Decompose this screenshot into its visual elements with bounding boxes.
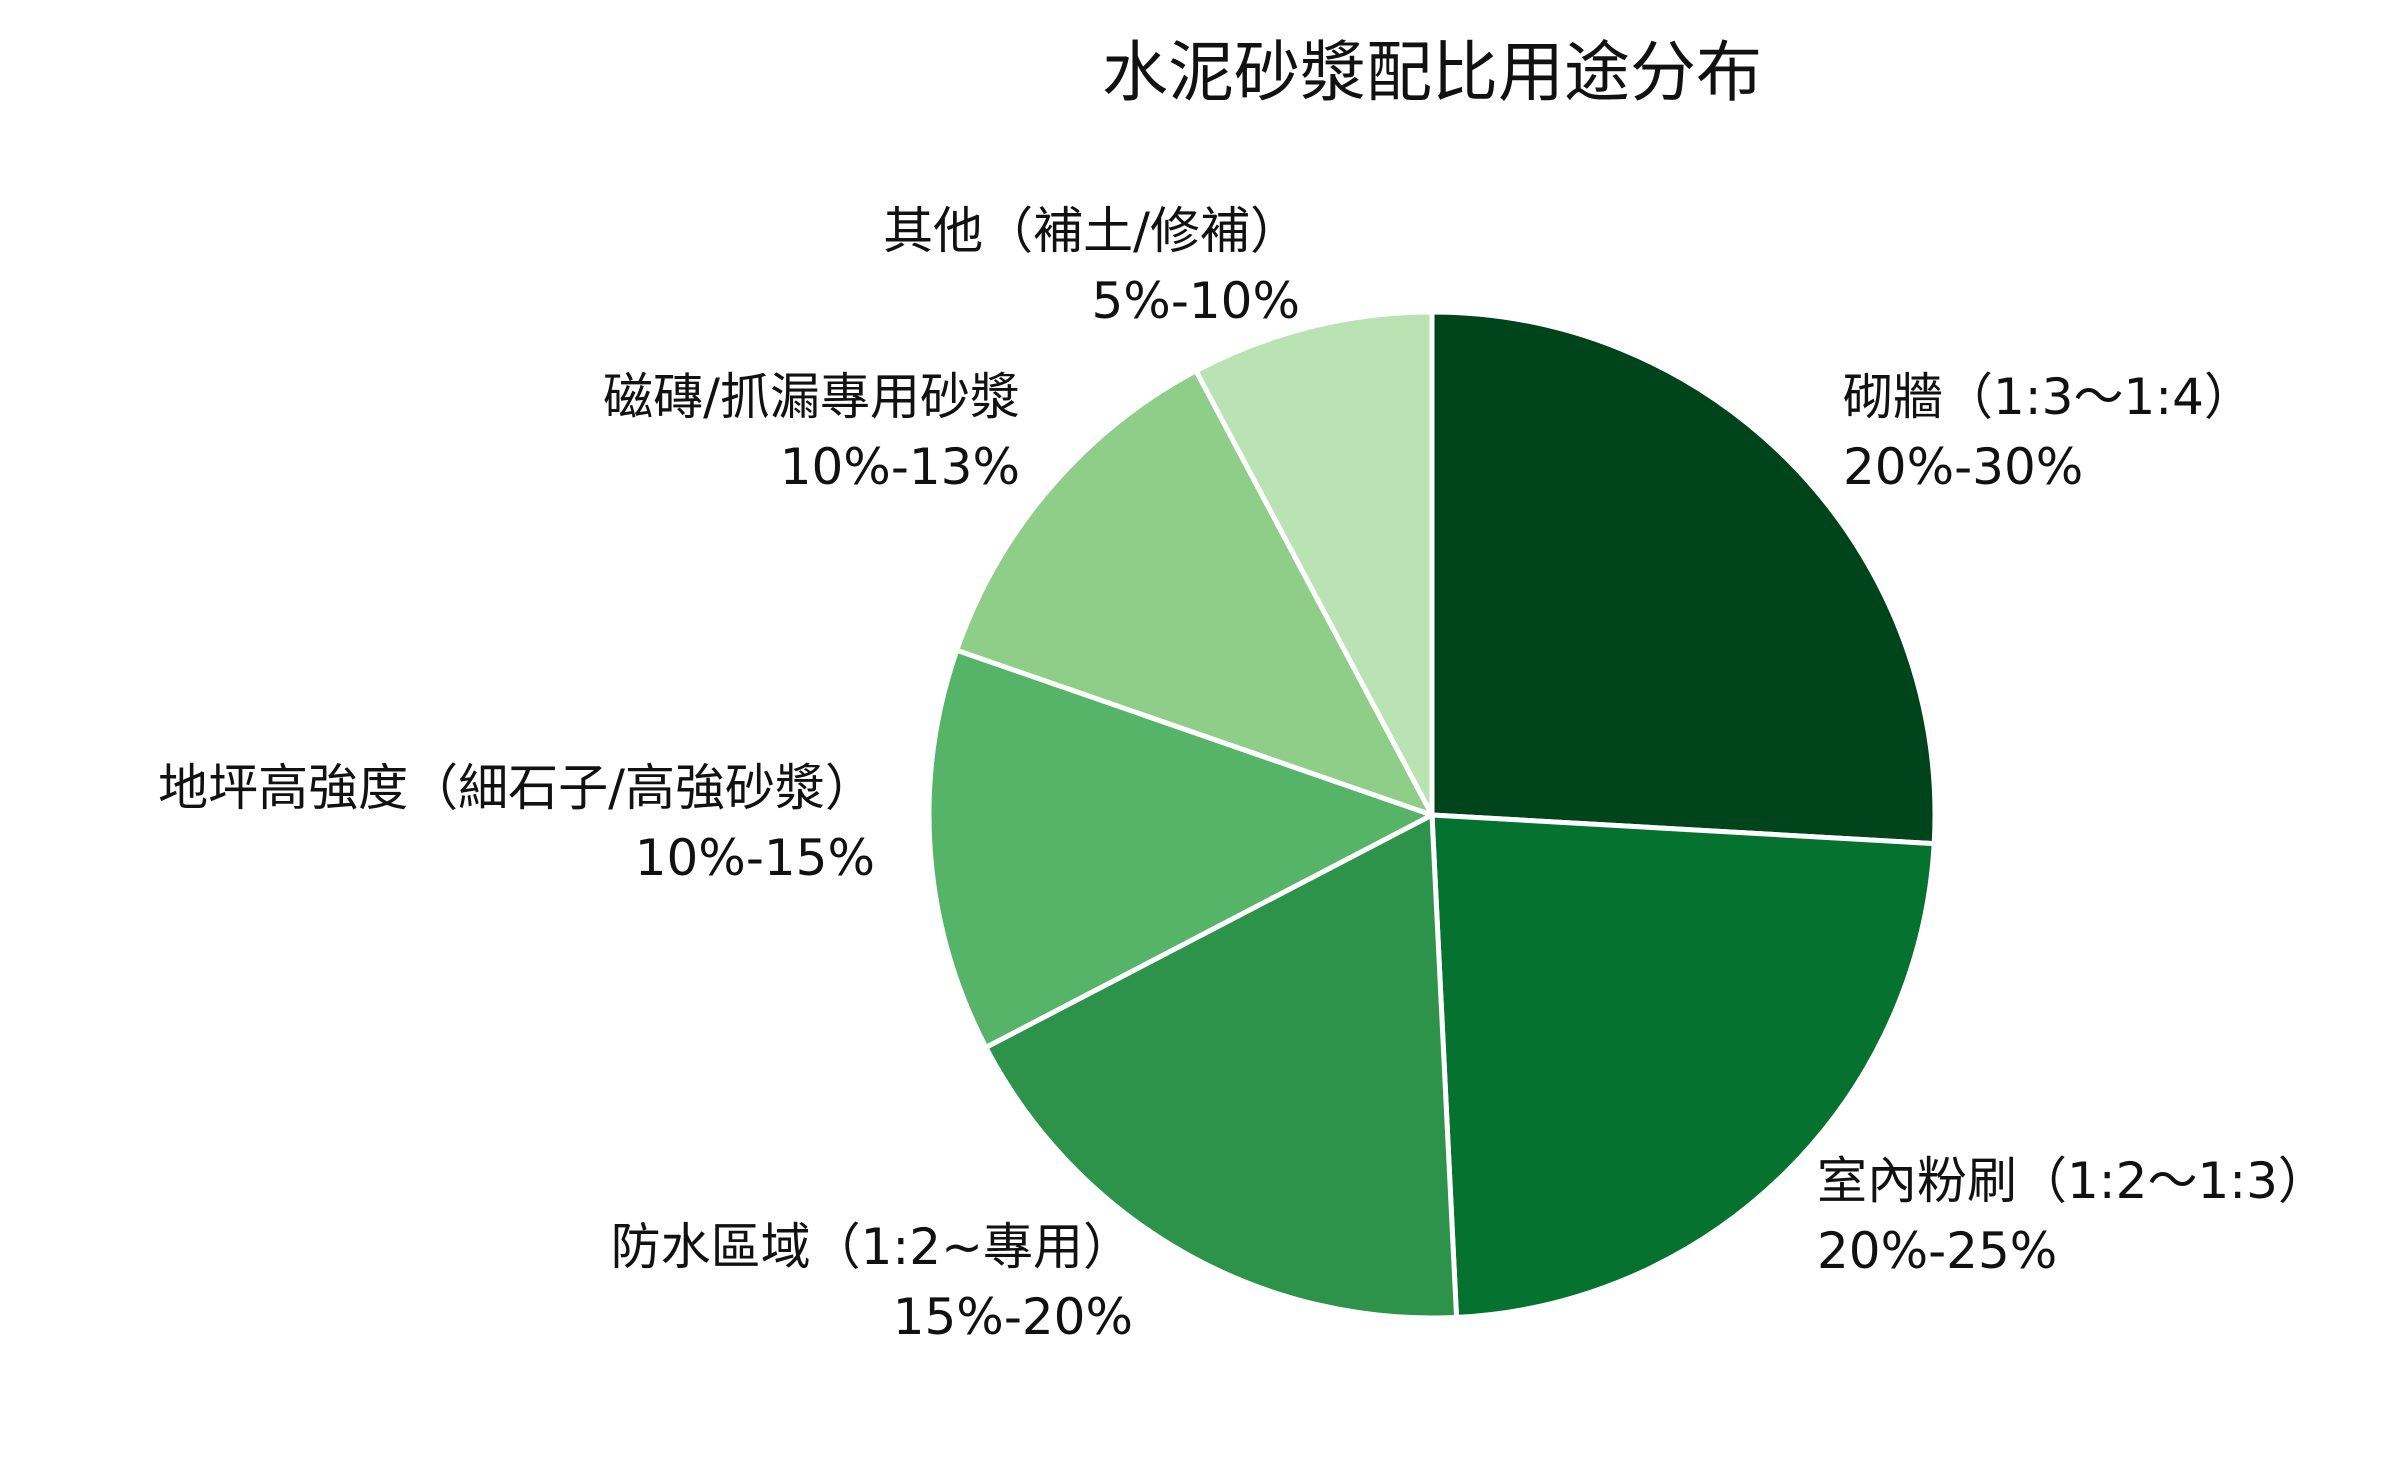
slice-range-label: 5%-10%: [1092, 272, 1301, 330]
pie-slice: [1429, 309, 1938, 847]
slice-label: 砌牆（1:3～1:4）: [1843, 368, 2254, 426]
slice-range-label: 10%-15%: [635, 829, 875, 887]
slice-range-label: 20%-30%: [1843, 438, 2083, 496]
pie-slice: [1429, 812, 1937, 1320]
pie-slices: [926, 309, 1938, 1321]
slice-range-label: 15%-20%: [893, 1288, 1133, 1346]
slice-label: 磁磚/抓漏專用砂漿: [603, 368, 1020, 426]
chart-title: 水泥砂漿配比用途分布: [1102, 34, 1762, 111]
pie-slice: [983, 812, 1460, 1321]
pie-slice: [926, 647, 1435, 1050]
slice-label: 室內粉刷（1:2～1:3）: [1817, 1152, 2328, 1210]
pie-slice: [954, 368, 1435, 818]
pie-labels: 砌牆（1:3～1:4） 20%-30% 室內粉刷（1:2～1:3） 20%-25% 防水…: [158, 202, 2328, 1346]
slice-label: 地坪高強度（細石子/高強砂漿）: [158, 759, 875, 817]
slice-label: 防水區域（1:2~專用）: [611, 1218, 1133, 1276]
slice-range-label: 10%-13%: [780, 438, 1020, 496]
pie-slice: [1193, 309, 1435, 818]
slice-range-label: 20%-25%: [1817, 1222, 2057, 1280]
slice-label: 其他（補土/修補）: [883, 202, 1300, 260]
